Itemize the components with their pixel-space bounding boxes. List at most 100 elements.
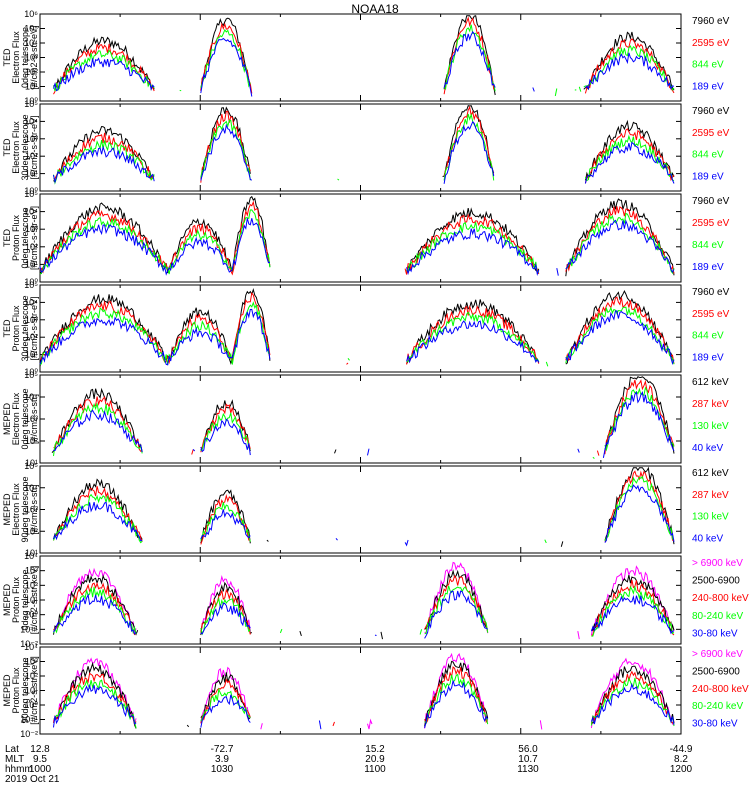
y-tick-label: 10² <box>25 580 38 590</box>
y-tick-label: 10⁰ <box>24 186 38 196</box>
y-tick-label: 10³ <box>25 414 38 424</box>
lat-value: -72.7 <box>210 744 234 755</box>
legend-entry: 2500-6900 <box>692 576 740 587</box>
y-tick-label: 10⁻² <box>20 729 38 739</box>
series-trace <box>53 121 675 184</box>
y-axis-label: 90deg telescope <box>20 657 30 723</box>
legend-entry: 40 keV <box>692 533 723 544</box>
series-trace <box>53 105 675 184</box>
y-tick-label: 10⁰ <box>24 277 38 287</box>
legend-entry: 7960 eV <box>692 16 730 27</box>
y-tick-label: 10² <box>25 436 38 446</box>
y-axis-label: TED <box>2 138 12 157</box>
y-tick-label: 10⁰ <box>24 367 38 377</box>
legend-entry: 2595 eV <box>692 218 730 229</box>
y-tick-label: 10² <box>25 526 38 536</box>
mlt-value: 20.9 <box>365 754 385 765</box>
series-trace <box>54 388 679 459</box>
series-trace <box>53 31 675 97</box>
panel-frame <box>39 646 682 735</box>
series-trace <box>53 574 675 636</box>
legend-entry: 189 eV <box>692 171 724 182</box>
series-trace <box>54 667 678 728</box>
y-tick-label: 10⁴ <box>24 207 38 217</box>
series-trace <box>53 484 675 547</box>
y-axis-label: 0deg telescope <box>20 27 30 88</box>
y-axis-label: Electron Flux <box>11 483 21 536</box>
y-axis-label: Electron Flux <box>11 31 21 84</box>
y-axis-label: [#/cm2-s-str-keV] <box>29 656 39 725</box>
series-trace <box>53 673 675 729</box>
y-tick-label: 10² <box>25 242 38 252</box>
y-axis-label: [#/cm2-s-str-eV] <box>29 25 39 89</box>
legend-entry: 189 eV <box>692 81 724 92</box>
y-tick-label: 10⁴ <box>24 551 38 561</box>
legend-entry: 30-80 keV <box>692 628 738 639</box>
series-trace <box>53 660 675 729</box>
series-trace <box>39 301 675 367</box>
legend-entry: 189 eV <box>692 352 724 363</box>
series-trace <box>51 376 675 454</box>
y-tick-label: 10⁰ <box>24 96 38 106</box>
y-tick-label: 10² <box>25 332 38 342</box>
y-axis-label: Proton Flux <box>11 576 21 623</box>
y-tick-label: 10³ <box>25 505 38 515</box>
series-trace <box>53 379 675 456</box>
y-tick-label: 10⁴ <box>24 116 38 126</box>
legend-entry: 2500-6900 <box>692 666 740 677</box>
y-tick-label: 10¹ <box>25 595 38 605</box>
legend-entry: 7960 eV <box>692 287 730 298</box>
y-axis-label: [#/cm2-s-str] <box>29 394 39 444</box>
y-axis-label: TED <box>2 228 12 247</box>
y-axis-label: 0deg telescope <box>20 388 30 449</box>
y-axis-label: MEPED <box>2 403 12 436</box>
y-tick-label: 10⁵ <box>24 280 38 290</box>
series-trace <box>53 112 675 185</box>
legend-entry: 240-800 keV <box>692 684 749 695</box>
y-tick-label: 10² <box>25 671 38 681</box>
y-axis-label: Proton Flux <box>11 214 21 261</box>
y-axis-label: MEPED <box>2 674 12 707</box>
y-tick-label: 10⁰ <box>24 610 38 620</box>
y-tick-label: 10⁵ <box>24 24 38 34</box>
y-tick-label: 10³ <box>25 134 38 144</box>
series-trace <box>39 291 675 365</box>
date-label: 2019 Oct 21 <box>5 774 60 785</box>
legend-entry: 844 eV <box>692 150 724 161</box>
legend-entry: 2595 eV <box>692 309 730 320</box>
y-tick-label: 10¹ <box>25 458 38 468</box>
legend-entry: 40 keV <box>692 443 723 454</box>
y-tick-label: 10³ <box>25 53 38 63</box>
y-axis-label: MEPED <box>2 584 12 617</box>
legend-entry: 80-240 keV <box>692 701 743 712</box>
series-trace <box>53 24 675 97</box>
series-trace <box>53 15 675 96</box>
mlt-value: 3.9 <box>215 754 229 765</box>
legend-entry: 287 keV <box>692 399 729 410</box>
row-label-hhmm: hhmm <box>5 764 33 775</box>
y-tick-label: 10¹ <box>25 82 38 92</box>
legend-entry: > 6900 keV <box>692 649 743 660</box>
y-tick-label: 10⁻¹ <box>20 624 38 634</box>
lat-value: 56.0 <box>518 744 538 755</box>
time-value: 1000 <box>28 764 52 775</box>
y-tick-label: 10⁴ <box>24 297 38 307</box>
series-trace <box>53 561 675 640</box>
y-tick-label: 10⁻² <box>20 639 38 649</box>
lat-value: 15.2 <box>365 744 385 755</box>
y-tick-label: 10³ <box>25 657 38 667</box>
series-trace <box>53 391 675 458</box>
y-tick-label: 10³ <box>25 224 38 234</box>
y-axis-label: Proton Flux <box>11 667 21 714</box>
legend-entry: > 6900 keV <box>692 558 743 569</box>
y-tick-label: 10¹ <box>25 686 38 696</box>
legend-entry: 7960 eV <box>692 106 730 117</box>
chart-title: NOAA18 <box>351 2 399 16</box>
lat-value: -44.9 <box>669 744 693 755</box>
legend-entry: 189 eV <box>692 262 724 273</box>
panel-frame <box>39 103 682 192</box>
series-trace <box>53 680 675 730</box>
time-value: 1130 <box>517 764 539 775</box>
legend-entry: 612 keV <box>692 468 729 479</box>
panel-frame <box>39 465 682 554</box>
